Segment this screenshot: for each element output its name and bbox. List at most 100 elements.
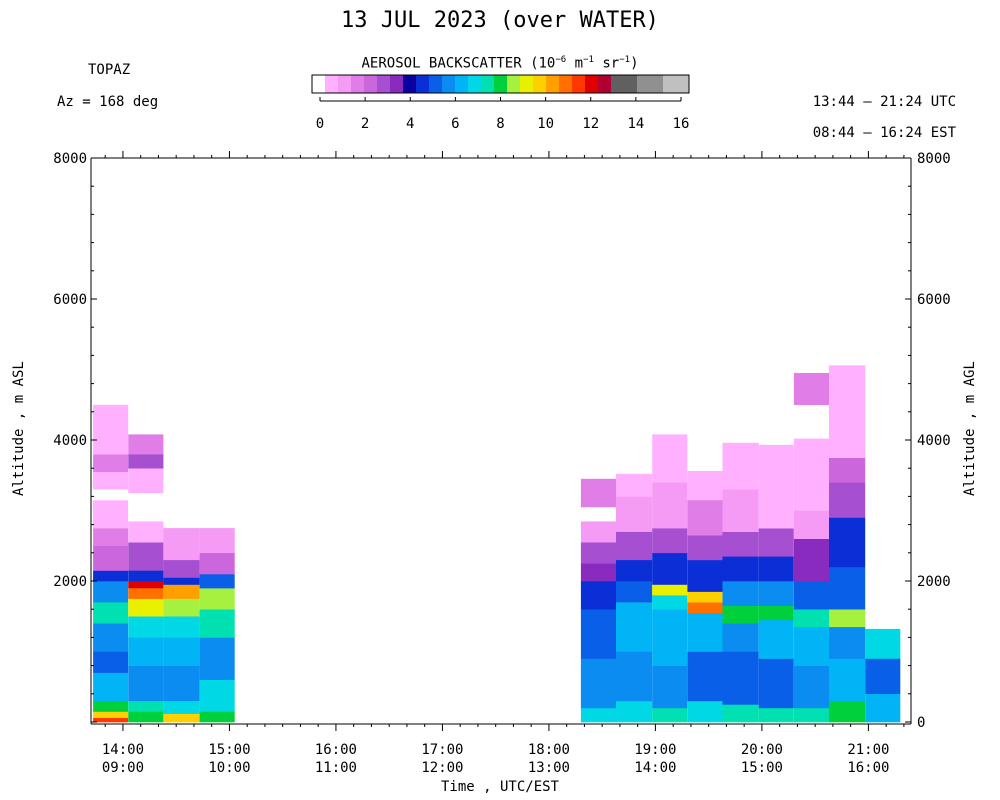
backscatter-cell (793, 538, 829, 582)
colorbar-frame (311, 74, 690, 94)
backscatter-cell (199, 528, 235, 554)
colorbar-swatch (624, 75, 638, 93)
backscatter-cell (199, 609, 235, 638)
colorbar-tick-label: 8 (496, 116, 504, 132)
colorbar-swatch (559, 75, 573, 93)
backscatter-cell (652, 434, 688, 483)
backscatter-cell (93, 528, 129, 546)
colorbar-swatch (390, 75, 404, 93)
colorbar-swatch (468, 75, 482, 93)
backscatter-cell (93, 623, 129, 652)
colorbar-swatch (442, 75, 456, 93)
x-axis-label: Time , UTC/EST (440, 779, 559, 795)
backscatter-cell (580, 478, 616, 508)
colorbar-tick-label: 12 (582, 116, 599, 132)
colorbar-tick-label: 0 (316, 116, 324, 132)
backscatter-cell (758, 528, 794, 557)
backscatter-cell (793, 510, 829, 539)
station-label: TOPAZ (88, 62, 131, 78)
backscatter-cell (758, 489, 794, 529)
axes: 8000 6000 4000 2000 8000 6000 4000 2000 0 14:00 09… (53, 151, 951, 776)
backscatter-cell (128, 637, 164, 666)
x-tick-label-est: 09:00 (102, 760, 144, 776)
backscatter-cell (128, 665, 164, 702)
colorbar-swatch (585, 75, 599, 93)
backscatter-profile (722, 442, 759, 723)
backscatter-cell (865, 628, 901, 659)
backscatter-cell (722, 531, 759, 557)
colorbar-swatch (351, 75, 365, 93)
backscatter-cell (580, 581, 616, 610)
y-tick-label-right: 4000 (917, 433, 951, 449)
backscatter-cell (199, 588, 235, 610)
colorbar-swatch (663, 75, 677, 93)
backscatter-cell (580, 707, 616, 723)
backscatter-cell (128, 700, 164, 712)
backscatter-cell (829, 566, 866, 610)
colorbar-swatch (416, 75, 430, 93)
backscatter-cell (163, 584, 200, 599)
colorbar-title-exponent: −1 (619, 55, 631, 65)
backscatter-cell (93, 404, 129, 455)
colorbar-title-exponent: −6 (555, 55, 567, 65)
colorbar-swatch (364, 75, 378, 93)
backscatter-cell (793, 665, 829, 709)
backscatter-profile (829, 365, 866, 723)
backscatter-cell (722, 704, 759, 723)
backscatter-cell (829, 482, 866, 518)
backscatter-cell (758, 658, 794, 709)
backscatter-cell (128, 454, 164, 469)
backscatter-cell (758, 707, 794, 723)
backscatter-cell (687, 471, 723, 501)
backscatter-cell (652, 707, 688, 723)
backscatter-cell (128, 434, 164, 455)
backscatter-cell (580, 658, 616, 709)
colorbar-swatch (598, 75, 612, 93)
colorbar-tick-label: 4 (406, 116, 414, 132)
backscatter-cell (652, 552, 688, 585)
colorbar-swatch (325, 75, 339, 93)
backscatter-cell (652, 595, 688, 610)
backscatter-cell (793, 438, 829, 511)
backscatter-profile (865, 628, 901, 723)
colorbar-title-unit: m (566, 55, 584, 72)
backscatter-cell (687, 535, 723, 561)
backscatter-cell (793, 707, 829, 723)
backscatter-cell (865, 658, 901, 694)
x-tick-label-est: 14:00 (634, 760, 676, 776)
backscatter-profile (199, 528, 235, 723)
colorbar-swatch (507, 75, 521, 93)
backscatter-cell (93, 471, 129, 490)
backscatter-cell (722, 623, 759, 652)
backscatter-cell (829, 365, 866, 458)
backscatter-cell (652, 665, 688, 709)
backscatter-cell (758, 556, 794, 582)
colorbar-swatch (455, 75, 469, 93)
backscatter-cell (163, 598, 200, 617)
colorbar-title-unit: sr (593, 55, 620, 72)
colorbar-swatch (338, 75, 352, 93)
backscatter-cell (722, 556, 759, 582)
colorbar-swatch (312, 75, 326, 93)
backscatter-cell (128, 542, 164, 571)
backscatter-cell (93, 499, 129, 529)
backscatter-cell (758, 619, 794, 659)
backscatter-cell (758, 605, 794, 621)
backscatter-cell (616, 559, 653, 582)
backscatter-cell (93, 545, 129, 571)
colorbar-tick-label: 16 (673, 116, 690, 132)
backscatter-cell (93, 581, 129, 603)
backscatter-cell (652, 528, 688, 554)
y-tick-label-left: 6000 (53, 292, 87, 308)
backscatter-cell (652, 482, 688, 529)
chart-title: 13 JUL 2023 (over WATER) (341, 8, 659, 33)
y-tick-label-right: 0 (917, 715, 925, 731)
colorbar-tick-label: 6 (451, 116, 459, 132)
y-tick-label-left: 8000 (53, 151, 87, 167)
utc-range-label: 13:44 – 21:24 UTC (812, 94, 956, 110)
backscatter-cell (93, 489, 129, 501)
backscatter-cell (687, 559, 723, 592)
backscatter-cell (128, 588, 164, 599)
backscatter-cell (758, 581, 794, 606)
